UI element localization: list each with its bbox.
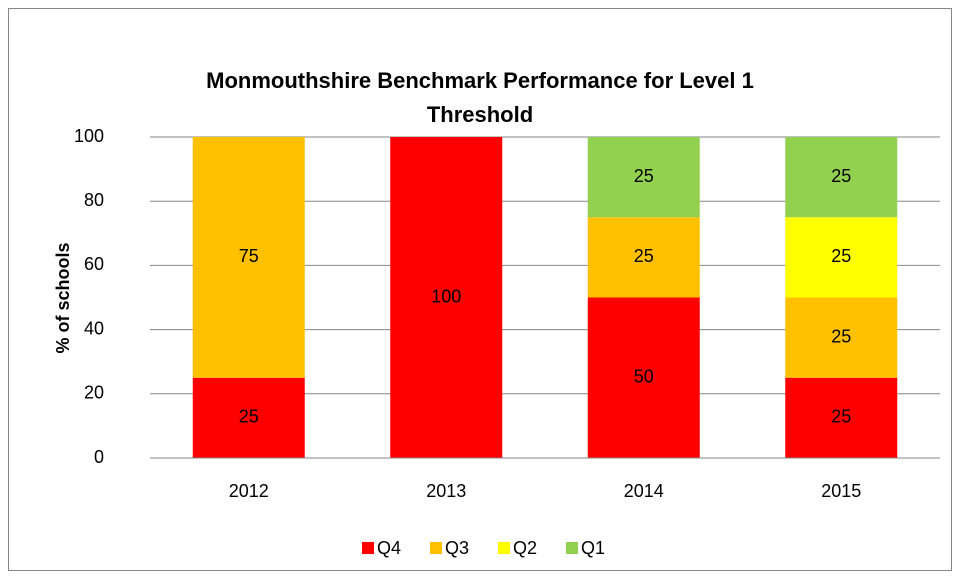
bar-segment (785, 137, 898, 218)
data-label: 25 (831, 246, 851, 266)
data-label: 100 (431, 286, 461, 306)
y-axis-label: % of schools (53, 242, 73, 353)
data-label: 25 (634, 246, 654, 266)
y-tick-label: 40 (84, 318, 104, 338)
bar-segment (785, 297, 898, 378)
bar-segment (785, 217, 898, 298)
legend-swatch (362, 542, 374, 554)
chart-title: Monmouthshire Benchmark Performance for … (206, 68, 754, 127)
bar-segment (587, 297, 700, 458)
x-tick-label: 2012 (229, 481, 269, 501)
legend-swatch (498, 542, 510, 554)
data-label: 75 (239, 246, 259, 266)
legend-label: Q4 (377, 538, 401, 558)
x-tick-label: 2014 (624, 481, 664, 501)
legend-swatch (430, 542, 442, 554)
bar-segment (192, 137, 305, 378)
data-label: 50 (634, 367, 654, 387)
legend-label: Q2 (513, 538, 537, 558)
bar-segment (390, 137, 503, 458)
bar-segment (192, 377, 305, 458)
bar-segment (587, 217, 700, 298)
y-tick-label: 100 (74, 126, 104, 146)
y-tick-label: 80 (84, 190, 104, 210)
y-tick-label: 20 (84, 383, 104, 403)
x-tick-label: 2015 (821, 481, 861, 501)
bar-segment (587, 137, 700, 218)
legend-label: Q1 (581, 538, 605, 558)
data-label: 25 (634, 166, 654, 186)
y-tick-label: 0 (94, 447, 104, 467)
data-label: 25 (831, 166, 851, 186)
data-label: 25 (831, 407, 851, 427)
legend-swatch (566, 542, 578, 554)
bar-segment (785, 377, 898, 458)
x-tick-label: 2013 (426, 481, 466, 501)
y-tick-label: 60 (84, 254, 104, 274)
data-label: 25 (831, 326, 851, 346)
data-label: 25 (239, 407, 259, 427)
legend-label: Q3 (445, 538, 469, 558)
